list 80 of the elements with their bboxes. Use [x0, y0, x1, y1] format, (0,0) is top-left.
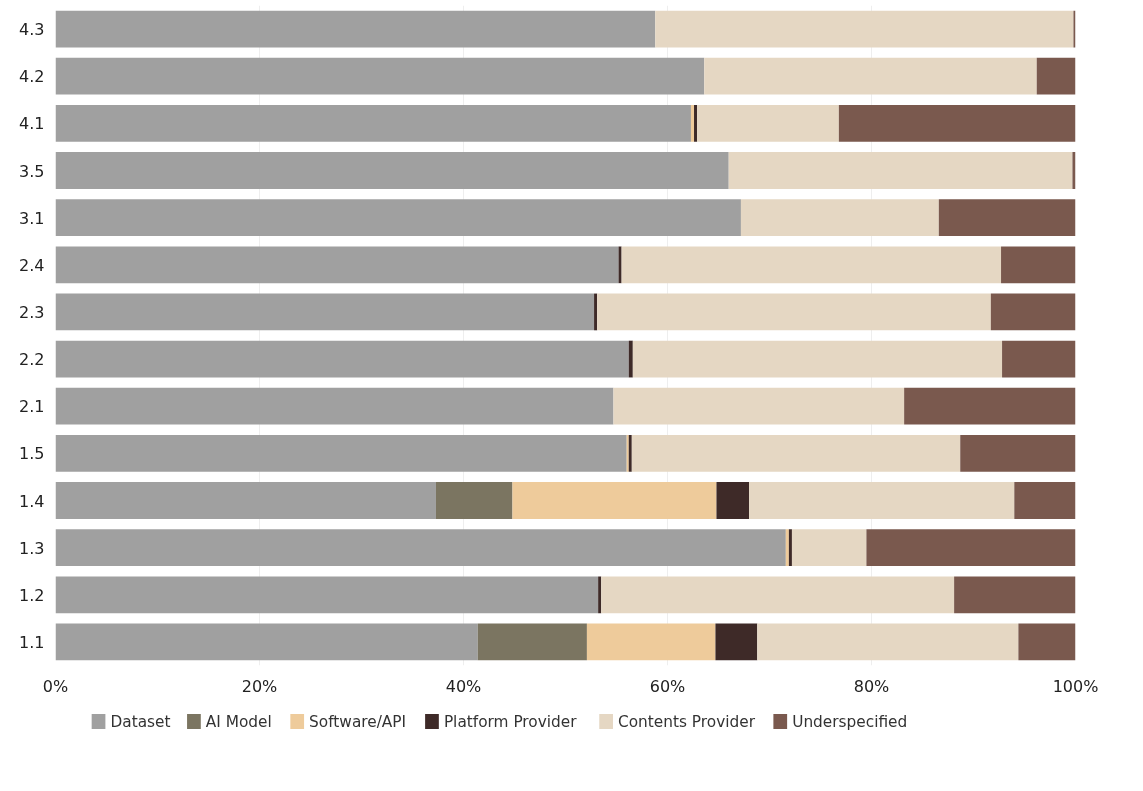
y-tick-label: 1.4 — [19, 491, 45, 511]
bar — [1036, 57, 1076, 95]
x-tick-label: 0% — [42, 676, 69, 696]
bar — [954, 576, 1076, 614]
y-tick-label: 4.1 — [19, 114, 45, 134]
bar — [632, 340, 1003, 378]
y-tick-label: 2.3 — [19, 302, 45, 322]
y-tick-label: 3.1 — [19, 208, 45, 228]
y-tick-label: 2.1 — [19, 397, 45, 417]
y-tick-label: 1.3 — [19, 538, 45, 558]
bar — [477, 623, 587, 661]
bar — [55, 623, 478, 661]
bar — [716, 482, 750, 519]
bar — [690, 104, 695, 142]
x-tick-label: 40% — [445, 676, 482, 696]
bar — [55, 246, 619, 284]
legend-label: Contents Provider — [618, 712, 756, 731]
y-tick-label: 1.5 — [19, 444, 45, 464]
x-tick-label: 100% — [1052, 676, 1099, 696]
bar — [55, 387, 614, 425]
y-tick-label: 4.3 — [19, 20, 45, 40]
bar — [1001, 246, 1076, 284]
bar — [594, 293, 598, 331]
bar — [55, 152, 729, 189]
bar — [55, 434, 627, 472]
y-tick-label: 2.2 — [19, 350, 45, 370]
legend-label: AI Model — [205, 712, 272, 731]
bar — [694, 104, 698, 142]
bar — [1002, 340, 1076, 378]
x-tick-label: 60% — [649, 676, 686, 696]
bar — [791, 529, 867, 567]
bar — [55, 199, 741, 237]
bar — [621, 246, 1002, 284]
bar — [55, 293, 595, 331]
y-tick-label: 1.2 — [19, 585, 45, 605]
bar — [631, 434, 961, 472]
bar — [1072, 152, 1076, 189]
y-tick-label: 3.5 — [19, 161, 45, 181]
bar — [618, 246, 622, 284]
bar — [904, 387, 1076, 425]
bar — [1014, 482, 1076, 519]
bar — [704, 57, 1037, 95]
bar — [435, 482, 513, 519]
bar — [697, 104, 839, 142]
legend-label: Software/API — [309, 712, 407, 731]
bar — [749, 482, 1015, 519]
bar — [715, 623, 758, 661]
bar — [598, 576, 602, 614]
legend-label: Dataset — [110, 712, 171, 731]
bar — [938, 199, 1076, 237]
bar — [55, 340, 629, 378]
bar — [597, 293, 991, 331]
bar — [512, 482, 717, 519]
bar — [740, 199, 939, 237]
legend-label: Underspecified — [792, 712, 908, 731]
bar — [55, 482, 436, 519]
bar — [1073, 10, 1076, 48]
bar — [55, 529, 786, 567]
bar — [601, 576, 955, 614]
bar — [838, 104, 1076, 142]
bar — [613, 387, 905, 425]
bar — [586, 623, 716, 661]
x-tick-label: 20% — [241, 676, 278, 696]
bar — [55, 57, 705, 95]
y-tick-label: 2.4 — [19, 255, 45, 275]
x-tick-label: 80% — [853, 676, 890, 696]
bar — [55, 10, 656, 48]
bar — [55, 576, 599, 614]
bar — [866, 529, 1076, 567]
bar — [728, 152, 1073, 189]
bar — [960, 434, 1076, 472]
bar — [628, 340, 633, 378]
bar — [990, 293, 1076, 331]
bar — [757, 623, 1019, 661]
bar — [655, 10, 1074, 48]
bar — [55, 104, 691, 142]
y-tick-label: 1.1 — [19, 632, 45, 652]
y-tick-label: 4.2 — [19, 67, 45, 87]
legend-label: Platform Provider — [443, 712, 578, 731]
bar — [1018, 623, 1076, 661]
